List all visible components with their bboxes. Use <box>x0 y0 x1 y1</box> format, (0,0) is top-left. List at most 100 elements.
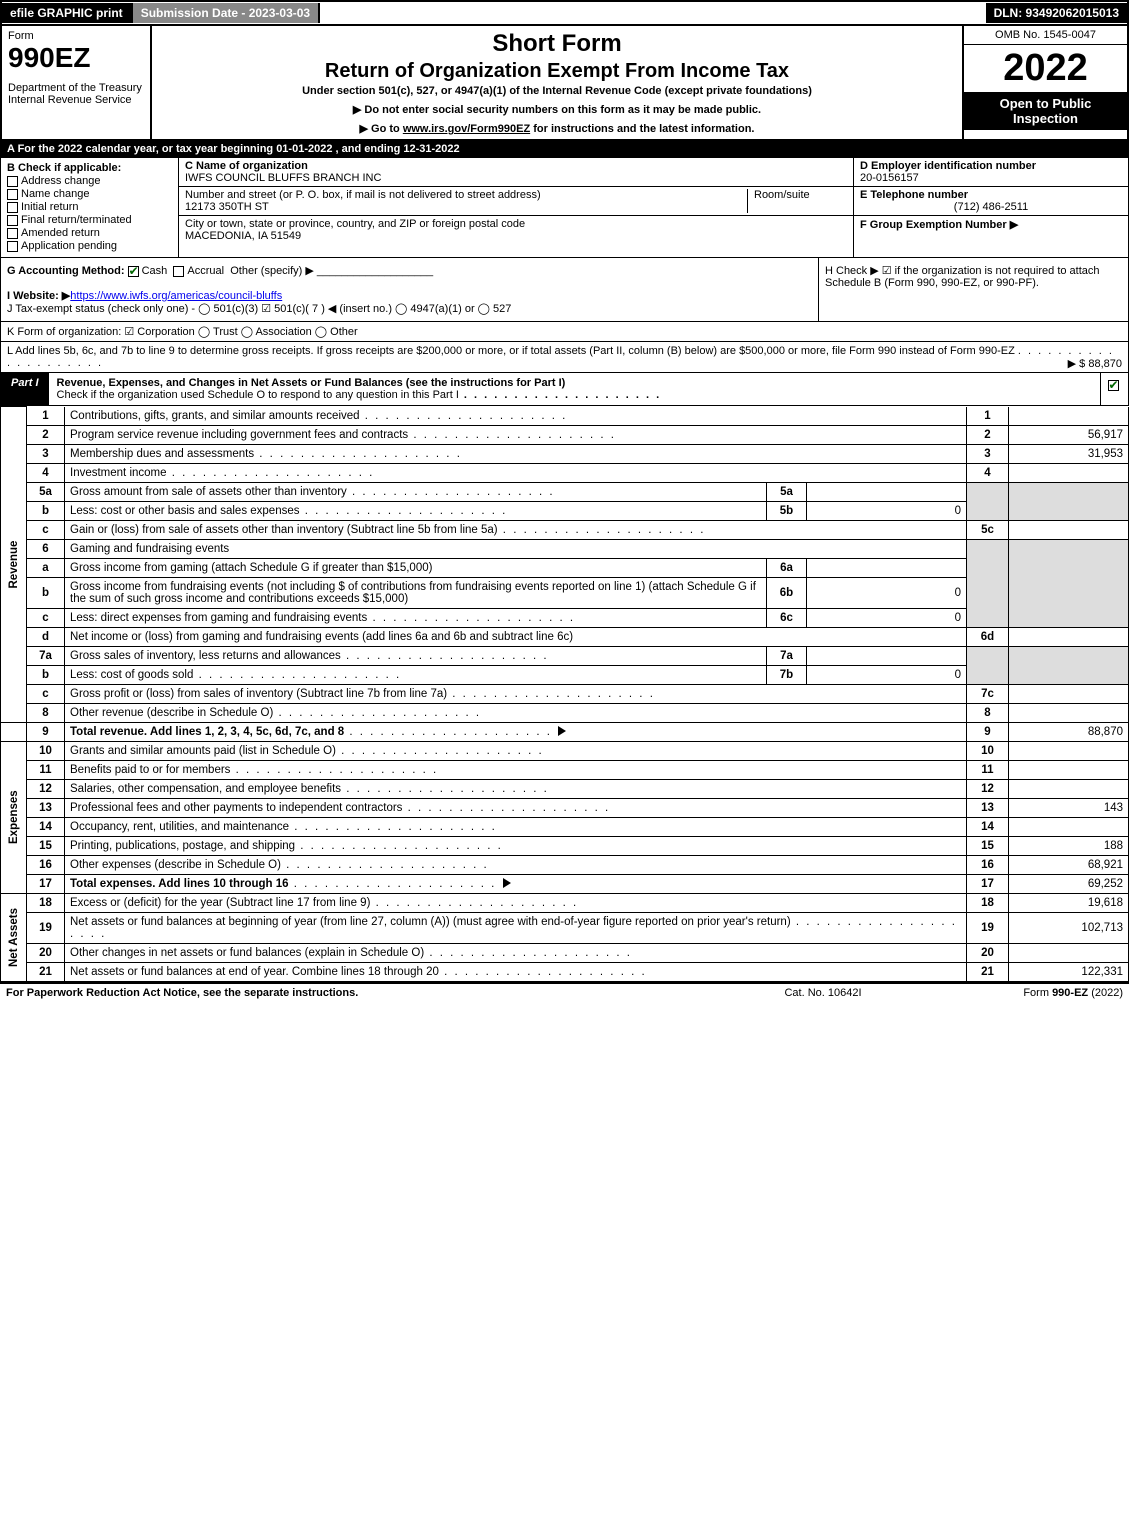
table-row: 4Investment income 4 <box>1 463 1129 482</box>
ln-desc: Net assets or fund balances at beginning… <box>70 916 791 928</box>
table-row: cGain or (loss) from sale of assets othe… <box>1 520 1129 539</box>
header-right: OMB No. 1545-0047 2022 Open to Public In… <box>962 26 1127 139</box>
chk-initial-return[interactable]: Initial return <box>7 201 172 213</box>
col-def: D Employer identification number 20-0156… <box>853 158 1128 257</box>
omb-number: OMB No. 1545-0047 <box>964 26 1127 45</box>
r-val: 31,953 <box>1009 444 1129 463</box>
footer-left: For Paperwork Reduction Act Notice, see … <box>6 987 723 999</box>
r-val: 88,870 <box>1009 722 1129 741</box>
table-row: 9Total revenue. Add lines 1, 2, 3, 4, 5c… <box>1 722 1129 741</box>
c-city-row: City or town, state or province, country… <box>179 216 853 244</box>
table-row: Net Assets 18Excess or (deficit) for the… <box>1 893 1129 912</box>
cash-label: Cash <box>142 265 168 277</box>
d-label: D Employer identification number <box>860 160 1036 172</box>
table-row: 12Salaries, other compensation, and empl… <box>1 779 1129 798</box>
ln-desc: Benefits paid to or for members <box>70 764 230 776</box>
chk-cash[interactable] <box>128 266 139 277</box>
subtitle: Under section 501(c), 527, or 4947(a)(1)… <box>160 85 954 97</box>
top-bar: efile GRAPHIC print Submission Date - 20… <box>0 0 1129 26</box>
ln-desc: Less: cost or other basis and sales expe… <box>70 505 300 517</box>
table-row: aGross income from gaming (attach Schedu… <box>1 558 1129 577</box>
mid-val: 0 <box>807 608 967 627</box>
table-row: Revenue 1 Contributions, gifts, grants, … <box>1 407 1129 426</box>
table-row: bGross income from fundraising events (n… <box>1 577 1129 608</box>
chk-address-change[interactable]: Address change <box>7 175 172 187</box>
website-link[interactable]: https://www.iwfs.org/americas/council-bl… <box>70 290 282 302</box>
accrual-label: Accrual <box>187 265 224 277</box>
b-label: B Check if applicable: <box>7 162 121 174</box>
table-row: 6Gaming and fundraising events <box>1 539 1129 558</box>
table-row: 8Other revenue (describe in Schedule O) … <box>1 703 1129 722</box>
part1-checkbox[interactable] <box>1100 373 1128 405</box>
form-word: Form <box>8 30 144 42</box>
chk-label: Address change <box>21 175 101 187</box>
r-ln: 1 <box>967 407 1009 426</box>
d-ein: D Employer identification number 20-0156… <box>854 158 1128 187</box>
chk-accrual[interactable] <box>173 266 184 277</box>
ln-desc: Salaries, other compensation, and employ… <box>70 783 341 795</box>
c-name-row: C Name of organization IWFS COUNCIL BLUF… <box>179 158 853 187</box>
r-val <box>1009 407 1129 426</box>
f-label: F Group Exemption Number ▶ <box>860 219 1018 231</box>
ln-desc: Program service revenue including govern… <box>70 429 408 441</box>
r-val <box>1009 760 1129 779</box>
r-val: 69,252 <box>1009 874 1129 893</box>
row-gh: G Accounting Method: Cash Accrual Other … <box>0 258 1129 322</box>
table-row: 14Occupancy, rent, utilities, and mainte… <box>1 817 1129 836</box>
mid-val <box>807 646 967 665</box>
city-label: City or town, state or province, country… <box>185 218 525 230</box>
g-label: G Accounting Method: <box>7 265 125 277</box>
table-row: 15Printing, publications, postage, and s… <box>1 836 1129 855</box>
table-row: 19Net assets or fund balances at beginni… <box>1 912 1129 943</box>
phone-value: (712) 486-2511 <box>860 201 1122 213</box>
instr2-pre: ▶ Go to <box>360 123 403 135</box>
irs-link[interactable]: www.irs.gov/Form990EZ <box>403 123 530 135</box>
chk-label: Final return/terminated <box>21 214 132 226</box>
instruction-2: ▶ Go to www.irs.gov/Form990EZ for instru… <box>160 122 954 135</box>
ln-desc: Occupancy, rent, utilities, and maintena… <box>70 821 289 833</box>
r-val <box>1009 817 1129 836</box>
table-row: 17Total expenses. Add lines 10 through 1… <box>1 874 1129 893</box>
ln-desc: Excess or (deficit) for the year (Subtra… <box>70 897 370 909</box>
instruction-1: ▶ Do not enter social security numbers o… <box>160 103 954 116</box>
chk-application-pending[interactable]: Application pending <box>7 240 172 252</box>
part1-sub: Check if the organization used Schedule … <box>57 389 459 401</box>
part1-title-wrap: Revenue, Expenses, and Changes in Net As… <box>49 373 1100 405</box>
ln-desc: Gross sales of inventory, less returns a… <box>70 650 341 662</box>
ln-desc: Less: cost of goods sold <box>70 669 193 681</box>
table-row: 16Other expenses (describe in Schedule O… <box>1 855 1129 874</box>
part1-title: Revenue, Expenses, and Changes in Net As… <box>57 377 566 389</box>
r-val: 188 <box>1009 836 1129 855</box>
footer: For Paperwork Reduction Act Notice, see … <box>0 982 1129 1002</box>
main-title: Return of Organization Exempt From Incom… <box>160 60 954 83</box>
table-row: 21Net assets or fund balances at end of … <box>1 962 1129 981</box>
efile-label[interactable]: efile GRAPHIC print <box>2 3 133 23</box>
l-text: L Add lines 5b, 6c, and 7b to line 9 to … <box>7 345 1015 357</box>
header-left: Form 990EZ Department of the Treasury In… <box>2 26 152 139</box>
col-c-org: C Name of organization IWFS COUNCIL BLUF… <box>179 158 853 257</box>
row-k: K Form of organization: ☑ Corporation ◯ … <box>0 322 1129 342</box>
table-row: 11Benefits paid to or for members11 <box>1 760 1129 779</box>
ln-num: 1 <box>27 407 65 426</box>
chk-label: Name change <box>21 188 90 200</box>
ln-desc: Other changes in net assets or fund bala… <box>70 947 424 959</box>
table-row: cGross profit or (loss) from sales of in… <box>1 684 1129 703</box>
mid-val: 0 <box>807 665 967 684</box>
ln-desc: Total expenses. Add lines 10 through 16 <box>70 878 289 890</box>
ln-desc: Net income or (loss) from gaming and fun… <box>70 631 573 643</box>
chk-name-change[interactable]: Name change <box>7 188 172 200</box>
table-row: cLess: direct expenses from gaming and f… <box>1 608 1129 627</box>
r-val: 19,618 <box>1009 893 1129 912</box>
inspection-badge: Open to Public Inspection <box>964 92 1127 130</box>
r-val: 102,713 <box>1009 912 1129 943</box>
dots <box>459 389 661 401</box>
chk-amended-return[interactable]: Amended return <box>7 227 172 239</box>
org-address: 12173 350TH ST <box>185 201 269 213</box>
table-row: 13Professional fees and other payments t… <box>1 798 1129 817</box>
row-l: L Add lines 5b, 6c, and 7b to line 9 to … <box>0 342 1129 373</box>
ln-desc: Professional fees and other payments to … <box>70 802 402 814</box>
chk-final-return[interactable]: Final return/terminated <box>7 214 172 226</box>
footer-right: Form 990-EZ (2022) <box>923 987 1123 999</box>
form-number: 990EZ <box>8 42 144 74</box>
r-val <box>1009 627 1129 646</box>
